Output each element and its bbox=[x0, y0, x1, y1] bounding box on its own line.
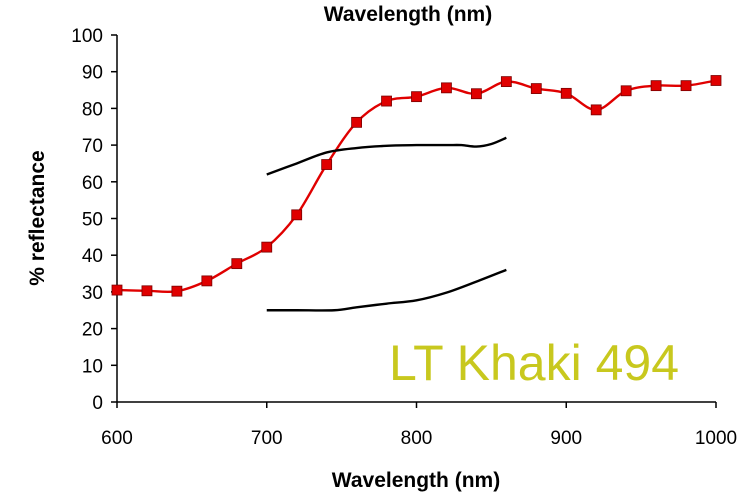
x-tick-label: 800 bbox=[401, 428, 433, 449]
data-point-marker bbox=[171, 285, 183, 297]
x-tick-label: 1000 bbox=[695, 428, 737, 449]
data-point-marker bbox=[560, 87, 572, 99]
data-point-marker bbox=[650, 80, 662, 92]
x-tick-label: 900 bbox=[550, 428, 582, 449]
y-tick-label: 70 bbox=[82, 136, 103, 157]
data-point-marker bbox=[321, 159, 333, 170]
y-tick-label: 90 bbox=[82, 63, 103, 84]
data-point-marker bbox=[470, 88, 482, 100]
data-point-marker bbox=[291, 209, 303, 221]
x-tick-label: 600 bbox=[101, 428, 133, 449]
y-tick-label: 10 bbox=[82, 356, 103, 377]
data-point-marker bbox=[201, 275, 213, 287]
axes: 0 10 20 30 40 50 60 70 80 90 100 600 700 800 900 1000 bbox=[71, 26, 737, 449]
chart-title: Wavelength (nm) bbox=[324, 3, 492, 26]
data-point-marker bbox=[411, 91, 422, 103]
data-point-marker bbox=[231, 258, 243, 270]
y-tick-label: 0 bbox=[92, 393, 103, 414]
y-tick-label: 100 bbox=[71, 26, 103, 47]
series-line-1 bbox=[116, 79, 717, 294]
y-tick-label: 50 bbox=[82, 210, 103, 231]
series-line-2 bbox=[266, 136, 507, 176]
y-axis-label: % reflectance bbox=[26, 150, 49, 285]
series-layer bbox=[111, 75, 722, 312]
sample-annotation: LT Khaki 494 bbox=[389, 335, 679, 391]
data-point-marker bbox=[261, 241, 273, 253]
y-tick-label: 80 bbox=[82, 99, 103, 120]
data-point-marker bbox=[530, 83, 542, 94]
data-point-marker bbox=[620, 85, 632, 97]
data-point-marker bbox=[111, 284, 123, 296]
y-tick-label: 40 bbox=[82, 246, 103, 267]
y-tick-label: 30 bbox=[82, 283, 103, 304]
y-tick-label: 20 bbox=[82, 320, 103, 341]
series-line-3 bbox=[266, 268, 507, 312]
data-point-marker bbox=[680, 80, 692, 92]
data-point-marker bbox=[141, 285, 153, 297]
y-tick-label: 60 bbox=[82, 173, 103, 194]
data-point-marker bbox=[441, 82, 452, 94]
x-tick-label: 700 bbox=[251, 428, 283, 449]
data-point-marker bbox=[710, 75, 722, 86]
data-point-marker bbox=[500, 76, 512, 88]
data-point-marker bbox=[381, 95, 392, 107]
x-axis-label: Wavelength (nm) bbox=[332, 469, 500, 492]
data-point-marker bbox=[351, 116, 363, 128]
data-point-marker bbox=[590, 104, 602, 116]
